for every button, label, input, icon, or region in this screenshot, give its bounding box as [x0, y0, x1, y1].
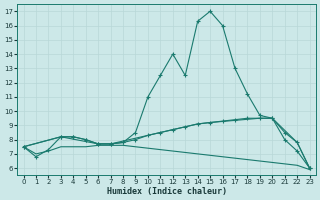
X-axis label: Humidex (Indice chaleur): Humidex (Indice chaleur) — [107, 187, 227, 196]
